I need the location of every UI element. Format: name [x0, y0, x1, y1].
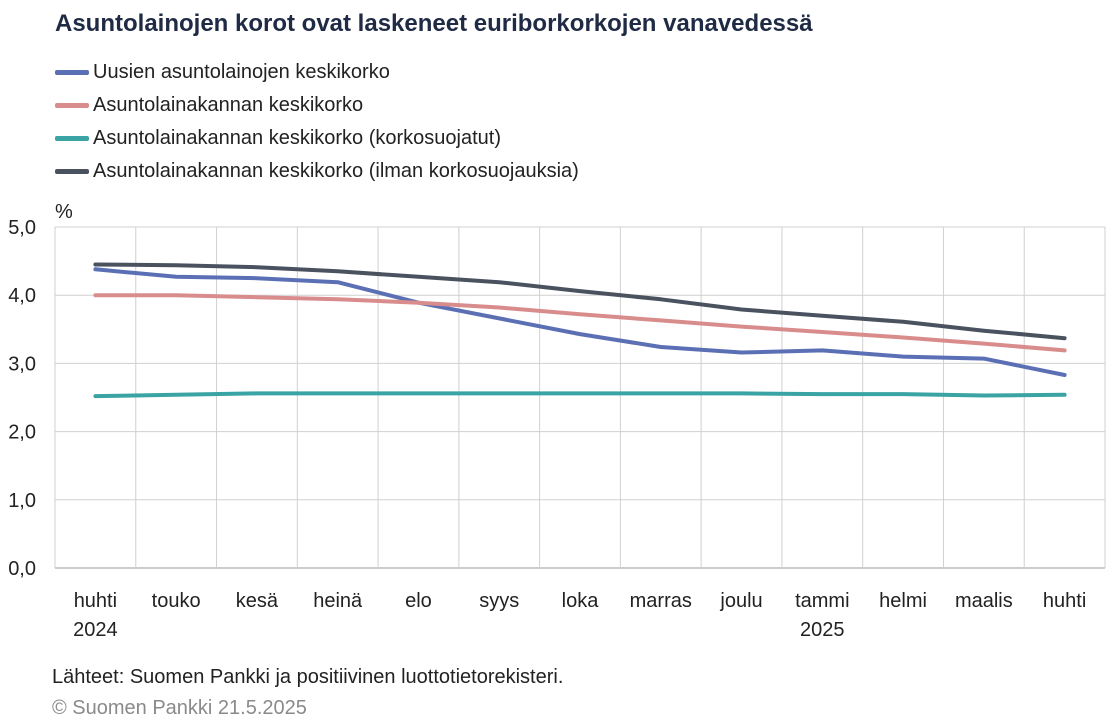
x-tick-label: tammi: [795, 590, 849, 612]
x-year-label: 2024: [73, 619, 118, 641]
y-axis: % 0,0 1,0 2,0 3,0 4,0 5,0: [8, 201, 73, 580]
legend-swatch: [55, 70, 89, 75]
copyright-note: © Suomen Pankki 21.5.2025: [52, 697, 307, 719]
x-tick-label: marras: [630, 590, 692, 612]
series-line: [93, 267, 1067, 377]
y-tick-label: 4,0: [8, 285, 36, 307]
x-tick-label: elo: [405, 590, 432, 612]
x-axis: huhti touko kesä heinä elo syys loka marras joul…: [73, 590, 1086, 641]
legend-item: Asuntolainakannan keskikorko (ilman kork…: [55, 155, 579, 188]
x-tick-label: huhti: [1043, 590, 1086, 612]
x-tick-label: syys: [479, 590, 519, 612]
y-tick-label: 0,0: [8, 558, 36, 580]
source-note: Lähteet: Suomen Pankki ja positiivinen l…: [52, 666, 564, 688]
legend: Uusien asuntolainojen keskikorko Asuntol…: [55, 56, 579, 188]
y-axis-label: %: [55, 201, 73, 223]
series-line: [93, 293, 1067, 353]
chart-title: Asuntolainojen korot ovat laskeneet euri…: [55, 10, 813, 37]
gridlines: [54, 226, 1106, 569]
legend-label: Uusien asuntolainojen keskikorko: [93, 61, 390, 83]
series-line: [93, 391, 1067, 399]
legend-label: Asuntolainakannan keskikorko (ilman kork…: [93, 160, 579, 182]
legend-swatch: [55, 103, 89, 108]
x-tick-label: maalis: [955, 590, 1013, 612]
y-tick-label: 5,0: [8, 217, 36, 239]
legend-item: Uusien asuntolainojen keskikorko: [55, 56, 579, 89]
legend-swatch: [55, 169, 89, 174]
x-tick-label: touko: [152, 590, 201, 612]
x-tick-label: huhti: [74, 590, 117, 612]
legend-label: Asuntolainakannan keskikorko (korkosuoja…: [93, 127, 501, 149]
legend-item: Asuntolainakannan keskikorko (korkosuoja…: [55, 122, 579, 155]
x-tick-label: loka: [562, 590, 600, 612]
y-tick-label: 1,0: [8, 490, 36, 512]
x-tick-label: helmi: [879, 590, 927, 612]
legend-item: Asuntolainakannan keskikorko: [55, 89, 579, 122]
x-tick-label: heinä: [313, 590, 363, 612]
y-tick-label: 3,0: [8, 353, 36, 375]
x-year-label: 2025: [800, 619, 845, 641]
series-line: [93, 262, 1067, 341]
x-tick-label: kesä: [236, 590, 279, 612]
series-lines: [93, 262, 1067, 399]
legend-swatch: [55, 136, 89, 141]
x-tick-label: joulu: [719, 590, 762, 612]
legend-label: Asuntolainakannan keskikorko: [93, 94, 364, 116]
y-tick-label: 2,0: [8, 422, 36, 444]
